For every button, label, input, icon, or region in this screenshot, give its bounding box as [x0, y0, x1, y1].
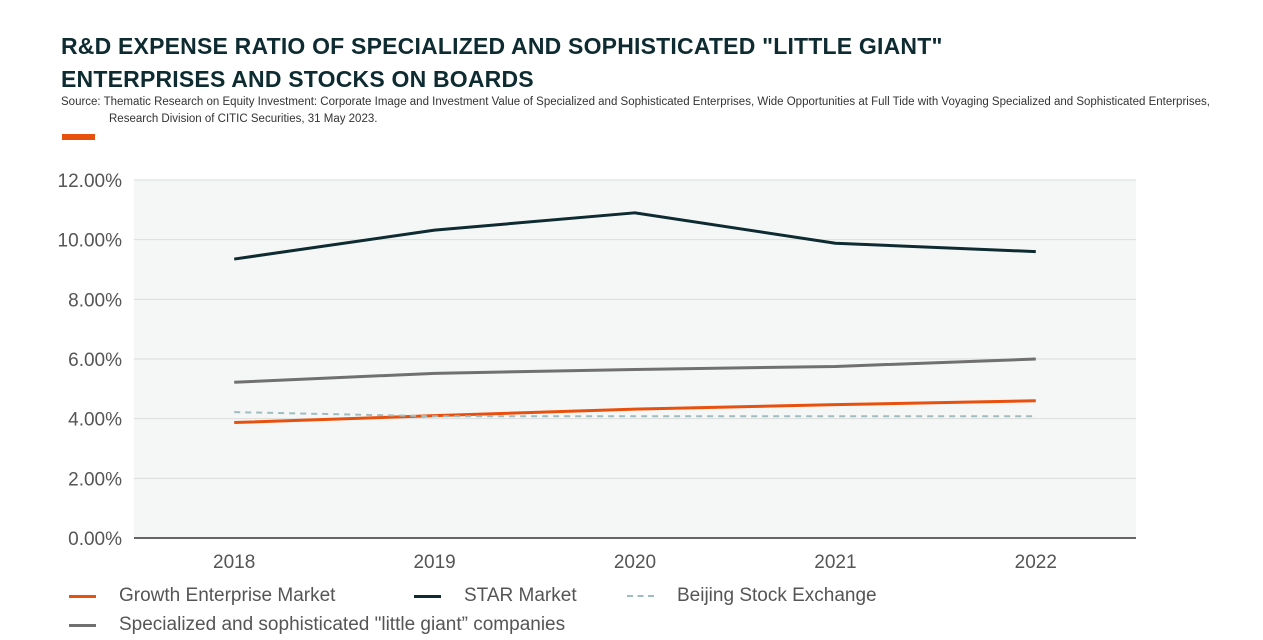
- legend-label: STAR Market: [464, 585, 577, 606]
- series-line-2: [234, 411, 1036, 418]
- legend-item: STAR Market: [414, 585, 1014, 607]
- legend-label: Specialized and sophisticated "little gi…: [119, 614, 566, 635]
- chart-title-line-1: R&D EXPENSE RATIO OF SPECIALIZED AND SOP…: [61, 33, 943, 59]
- x-tick-label: 2022: [1015, 552, 1057, 573]
- chart-source: Source: Thematic Research on Equity Inve…: [61, 96, 1210, 125]
- legend-label: Beijing Stock Exchange: [677, 585, 877, 606]
- chart-title: R&D EXPENSE RATIO OF SPECIALIZED AND SOP…: [61, 30, 1061, 96]
- y-tick-label: 10.00%: [58, 231, 123, 252]
- legend-swatch: [69, 595, 96, 598]
- accent-bar: [62, 134, 95, 140]
- chart-title-line-2: ENTERPRISES AND STOCKS ON BOARDS: [61, 66, 534, 92]
- legend-swatch: [69, 624, 96, 627]
- legend-label: Growth Enterprise Market: [119, 585, 336, 606]
- legend-swatch: [414, 595, 441, 598]
- y-tick-label: 12.00%: [58, 171, 123, 192]
- x-tick-label: 2018: [213, 552, 255, 573]
- series-line-1: [233, 211, 1036, 261]
- y-tick-label: 6.00%: [68, 350, 122, 371]
- x-tick-label: 2020: [614, 552, 656, 573]
- y-tick-label: 8.00%: [68, 290, 122, 311]
- x-tick-label: 2021: [814, 552, 856, 573]
- legend-swatch: [627, 595, 654, 597]
- y-tick-label: 4.00%: [68, 410, 122, 431]
- y-tick-label: 0.00%: [68, 529, 122, 550]
- series-line-3: [234, 357, 1036, 384]
- legend-item: Beijing Stock Exchange: [627, 585, 1227, 607]
- legend-item: Specialized and sophisticated "little gi…: [69, 614, 669, 636]
- series-line-0: [234, 399, 1036, 425]
- legend-item: Growth Enterprise Market: [69, 585, 669, 607]
- x-tick-label: 2019: [413, 552, 455, 573]
- y-tick-label: 2.00%: [68, 469, 122, 490]
